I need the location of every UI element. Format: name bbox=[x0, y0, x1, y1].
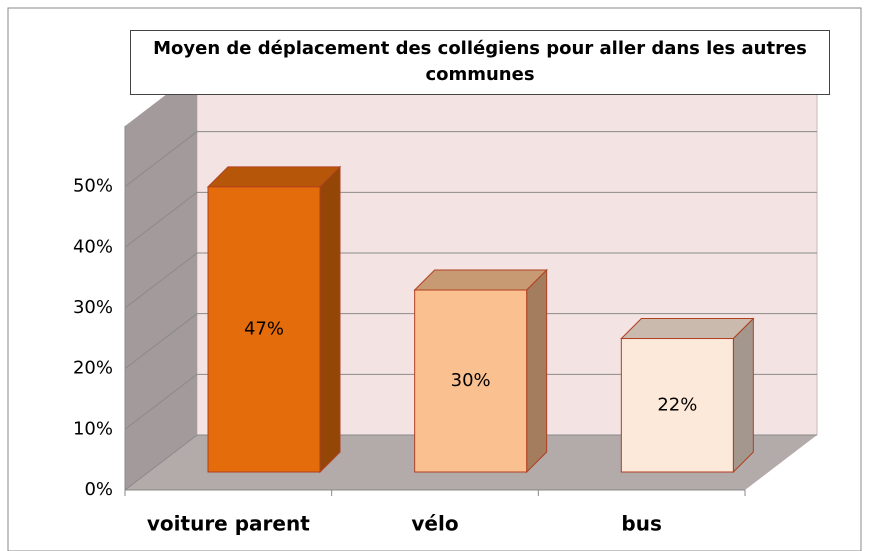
chart-title: Moyen de déplacement des collégiens pour… bbox=[130, 30, 830, 95]
x-tick-label: vélo bbox=[411, 512, 458, 536]
y-tick-label: 30% bbox=[73, 297, 113, 318]
grid-line bbox=[124, 373, 817, 430]
bar-side bbox=[732, 317, 754, 474]
bar-top bbox=[620, 318, 755, 340]
bar bbox=[207, 186, 321, 473]
bar-side bbox=[526, 268, 548, 474]
y-tick-label: 10% bbox=[73, 418, 113, 439]
y-tick-label: 0% bbox=[84, 479, 113, 500]
x-tick-label: voiture parent bbox=[147, 512, 310, 536]
grid-line bbox=[124, 313, 817, 370]
y-tick-label: 20% bbox=[73, 358, 113, 379]
grid-line bbox=[124, 131, 817, 188]
bar bbox=[414, 289, 528, 473]
bar bbox=[620, 338, 734, 473]
bar-side bbox=[319, 165, 341, 474]
value-label: 47% bbox=[244, 318, 284, 339]
x-tick-label: bus bbox=[621, 512, 661, 536]
grid-line bbox=[124, 434, 817, 491]
value-label: 30% bbox=[451, 370, 491, 391]
value-label: 22% bbox=[657, 394, 697, 415]
bar-top bbox=[206, 166, 342, 188]
bar-top bbox=[413, 269, 548, 291]
y-tick-label: 40% bbox=[73, 236, 113, 257]
grid-line bbox=[124, 252, 817, 309]
y-tick-label: 50% bbox=[73, 176, 113, 197]
grid-line bbox=[124, 191, 817, 248]
